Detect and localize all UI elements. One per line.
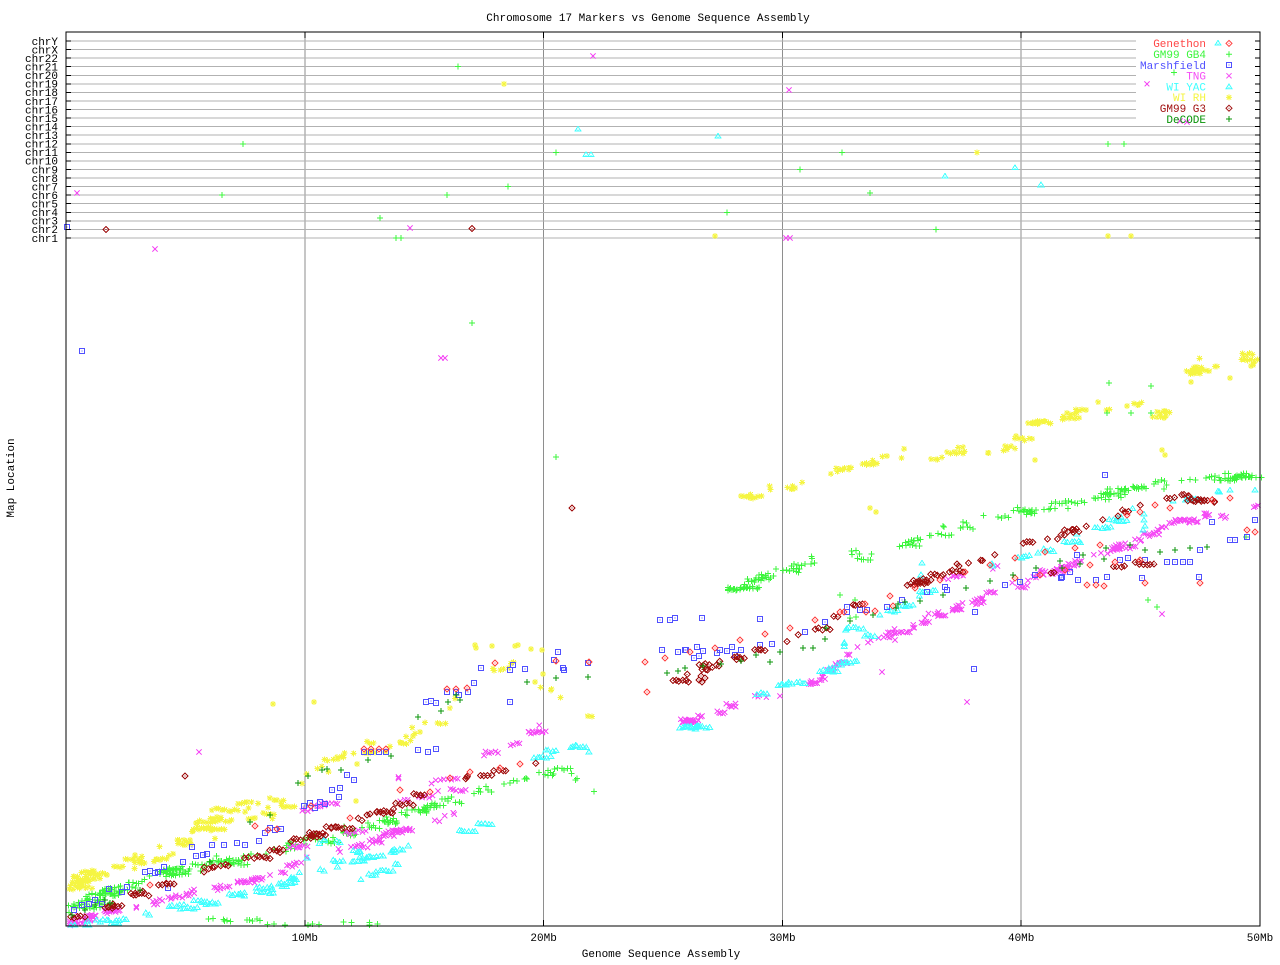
svg-text:chr20: chr20 [25, 71, 58, 83]
svg-text:chr16: chr16 [25, 105, 58, 117]
svg-text:WI YAC: WI YAC [1166, 82, 1206, 94]
svg-text:40Mb: 40Mb [1008, 933, 1034, 945]
svg-text:chr11: chr11 [25, 148, 58, 160]
svg-text:chr6: chr6 [32, 191, 58, 203]
svg-text:chr4: chr4 [32, 208, 59, 220]
svg-text:chr22: chr22 [25, 54, 58, 66]
svg-text:10Mb: 10Mb [292, 933, 318, 945]
svg-text:30Mb: 30Mb [769, 933, 795, 945]
svg-text:Genethon: Genethon [1153, 39, 1206, 51]
svg-text:chr12: chr12 [25, 140, 58, 152]
svg-text:TNG: TNG [1186, 72, 1206, 84]
svg-text:chr5: chr5 [32, 200, 58, 212]
svg-text:20Mb: 20Mb [530, 933, 556, 945]
svg-text:Genome Sequence Assembly: Genome Sequence Assembly [582, 949, 741, 960]
svg-text:chr9: chr9 [32, 165, 58, 177]
svg-text:DeCODE: DeCODE [1166, 115, 1206, 127]
svg-text:chrY: chrY [32, 37, 59, 49]
svg-text:chr7: chr7 [32, 182, 58, 194]
svg-text:GM99 GB4: GM99 GB4 [1153, 50, 1206, 62]
svg-text:Chromosome 17 Markers vs Genom: Chromosome 17 Markers vs Genome Sequence… [486, 13, 810, 25]
svg-text:Marshfield: Marshfield [1140, 61, 1206, 73]
svg-text:chr21: chr21 [25, 63, 58, 75]
svg-text:chr19: chr19 [25, 80, 58, 92]
svg-text:chr18: chr18 [25, 88, 58, 100]
svg-text:chr1: chr1 [32, 234, 59, 246]
svg-text:chr10: chr10 [25, 157, 58, 169]
svg-text:Map Location: Map Location [6, 438, 18, 517]
svg-text:chr14: chr14 [25, 123, 58, 135]
svg-text:chr2: chr2 [32, 225, 58, 237]
svg-text:chrX: chrX [32, 45, 59, 57]
svg-text:chr15: chr15 [25, 114, 58, 126]
svg-text:chr3: chr3 [32, 217, 58, 229]
svg-text:chr13: chr13 [25, 131, 58, 143]
svg-text:chr17: chr17 [25, 97, 58, 109]
svg-text:WI RH: WI RH [1173, 93, 1206, 105]
svg-text:50Mb: 50Mb [1247, 933, 1273, 945]
svg-text:GM99 G3: GM99 G3 [1160, 104, 1206, 116]
svg-text:chr8: chr8 [32, 174, 58, 186]
